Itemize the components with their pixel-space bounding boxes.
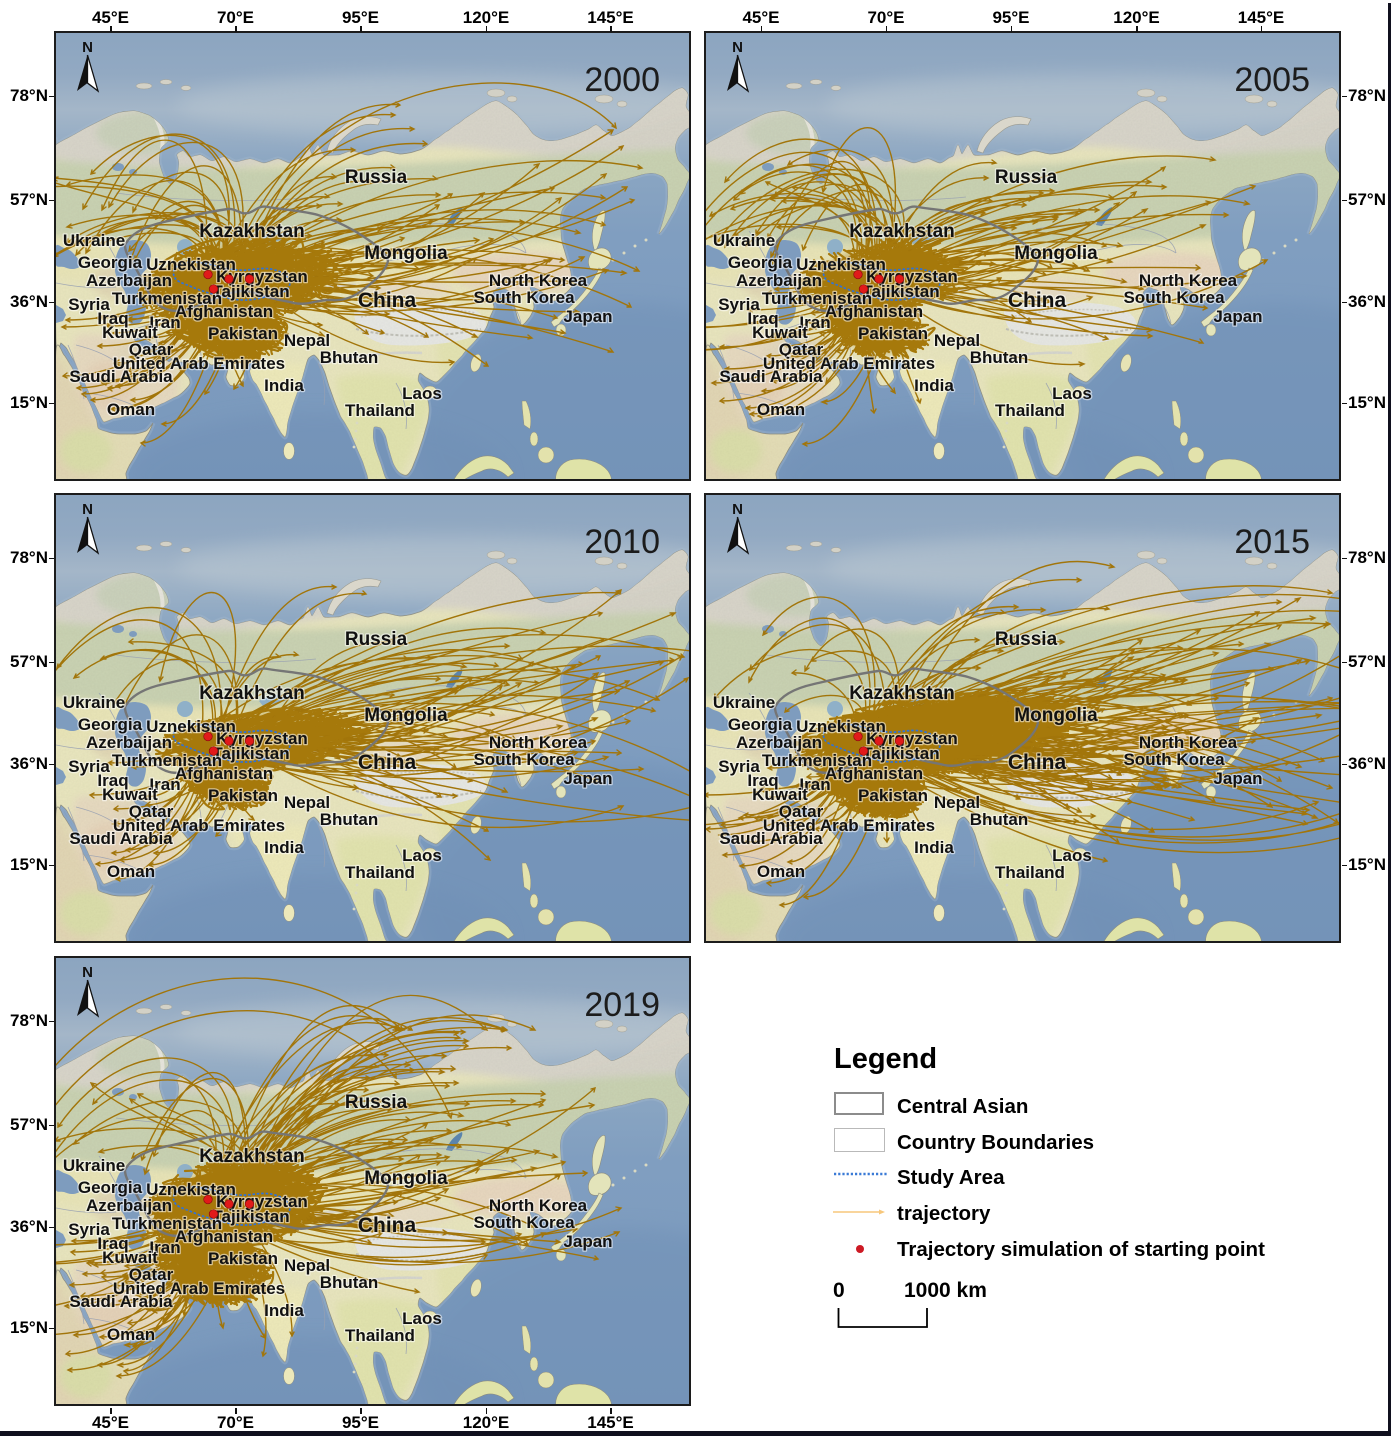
svg-text:2015: 2015 xyxy=(1234,523,1310,561)
svg-text:2005: 2005 xyxy=(1234,61,1310,99)
svg-text:2010: 2010 xyxy=(584,523,660,561)
svg-text:2000: 2000 xyxy=(584,61,660,99)
svg-text:2019: 2019 xyxy=(584,986,660,1024)
